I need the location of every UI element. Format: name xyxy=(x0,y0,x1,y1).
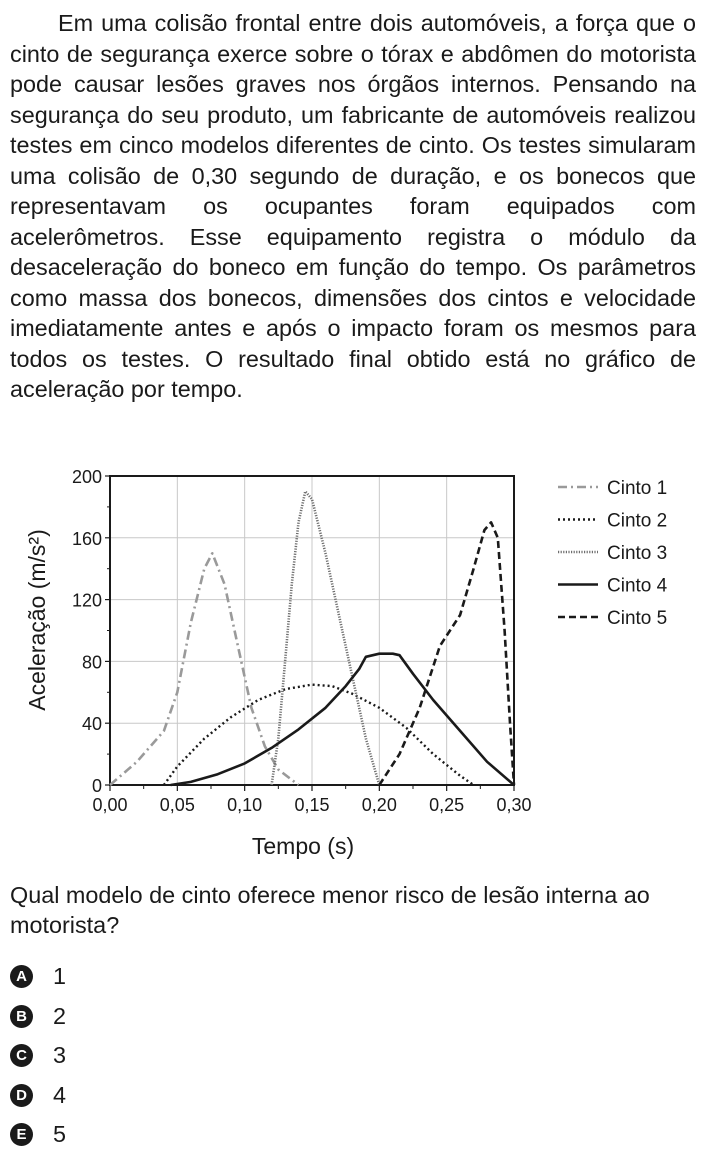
option-e-letter: E xyxy=(10,1123,33,1147)
option-d-letter: D xyxy=(10,1083,33,1107)
x-tick-label: 0,20 xyxy=(362,795,397,815)
x-tick-label: 0,15 xyxy=(294,795,329,815)
y-tick-label: 200 xyxy=(72,467,102,487)
y-tick-label: 160 xyxy=(72,529,102,549)
option-b-text: 2 xyxy=(53,1002,67,1029)
question-statement: Em uma colisão frontal entre dois automó… xyxy=(10,10,696,402)
legend-label-cinto-4: Cinto 4 xyxy=(607,576,668,597)
x-tick-label: 0,05 xyxy=(160,795,195,815)
y-tick-label: 80 xyxy=(82,652,102,672)
option-b-letter: B xyxy=(10,1004,33,1028)
option-b[interactable]: B 2 xyxy=(10,997,66,1037)
acceleration-time-chart: 0,00 0,05 0,10 0,15 0,20 0,25 0,30 0 40 80 120 160 2… xyxy=(24,467,668,859)
option-e[interactable]: E 5 xyxy=(10,1115,66,1155)
option-c[interactable]: C 3 xyxy=(10,1036,66,1076)
legend-label-cinto-3: Cinto 3 xyxy=(607,543,667,564)
y-tick-label: 40 xyxy=(82,714,102,734)
x-tick-label: 0,10 xyxy=(227,795,262,815)
series-line-cinto-1 xyxy=(109,552,300,787)
x-axis-label: Tempo (s) xyxy=(252,833,354,859)
option-a-text: 1 xyxy=(53,963,67,990)
legend-label-cinto-5: Cinto 5 xyxy=(607,608,667,629)
option-d[interactable]: D 4 xyxy=(10,1076,66,1116)
chart-axes: 0,00 0,05 0,10 0,15 0,20 0,25 0,30 0 40 80 120 160 2… xyxy=(72,467,532,815)
chart-grid xyxy=(110,476,514,785)
legend-label-cinto-2: Cinto 2 xyxy=(607,511,667,532)
x-tick-label: 0,25 xyxy=(429,795,464,815)
y-tick-label: 0 xyxy=(92,776,102,796)
legend-label-cinto-1: Cinto 1 xyxy=(607,478,667,499)
option-c-letter: C xyxy=(10,1044,33,1068)
x-tick-label: 0,30 xyxy=(496,795,531,815)
answer-options: A 1 B 2 C 3 D 4 E 5 xyxy=(10,957,66,1155)
series-line-cinto-5 xyxy=(378,521,516,786)
chart-legend: Cinto 1 Cinto 2 Cinto 3 Cinto 4 Cinto 5 xyxy=(558,478,668,629)
plot-frame xyxy=(109,475,515,786)
series-line-cinto-4 xyxy=(170,652,515,787)
option-c-text: 3 xyxy=(53,1042,67,1069)
option-a[interactable]: A 1 xyxy=(10,957,66,997)
question-prompt: Qual modelo de cinto oferece menor risco… xyxy=(10,882,650,938)
series-line-cinto-2 xyxy=(162,683,475,786)
series-line-cinto-3 xyxy=(270,490,381,786)
x-tick-label: 0,00 xyxy=(92,795,127,815)
option-d-text: 4 xyxy=(53,1081,67,1108)
option-e-text: 5 xyxy=(53,1121,67,1148)
y-tick-label: 120 xyxy=(72,591,102,611)
option-a-letter: A xyxy=(10,965,33,989)
chart-series xyxy=(109,490,516,787)
y-axis-label: Aceleração (m/s²) xyxy=(24,529,50,710)
